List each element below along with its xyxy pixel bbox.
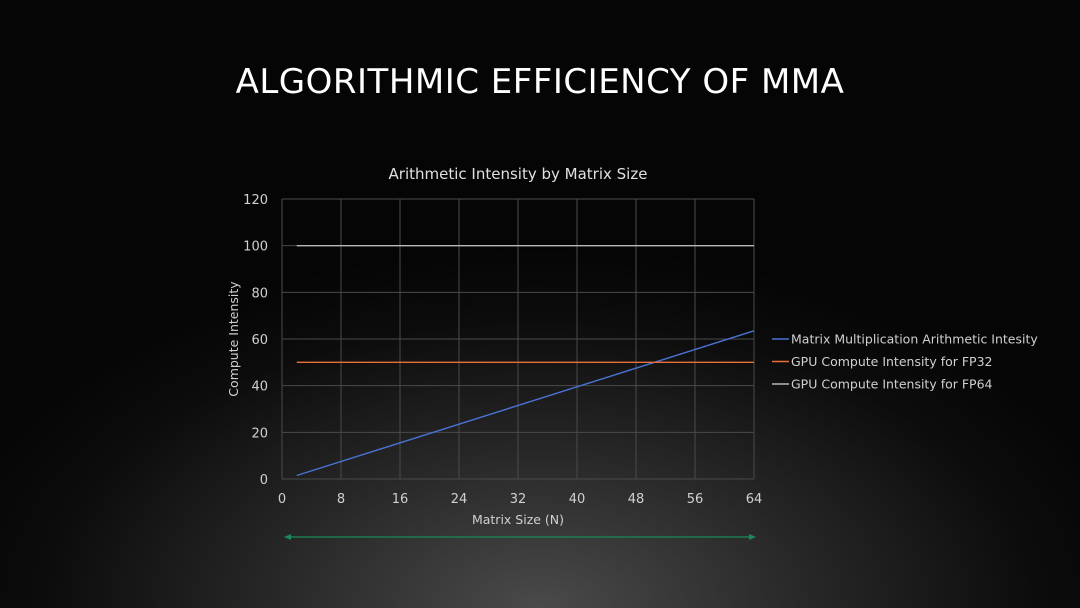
range-arrow <box>284 534 756 540</box>
x-tick-label: 64 <box>746 492 763 507</box>
legend-label: Matrix Multiplication Arithmetic Intesit… <box>791 332 1038 347</box>
series-lines <box>296 244 755 477</box>
y-tick-label: 80 <box>251 286 268 301</box>
y-axis-title: Compute Intensity <box>226 281 241 397</box>
arrow-right-icon <box>749 534 756 540</box>
grid-lines <box>281 198 755 480</box>
x-tick-label: 32 <box>510 492 527 507</box>
x-tick-labels: 0 8 16 24 32 40 48 56 64 <box>278 492 762 507</box>
arrow-left-icon <box>284 534 291 540</box>
legend: Matrix Multiplication Arithmetic Intesit… <box>772 332 1038 392</box>
y-tick-labels: 0 20 40 60 80 100 120 <box>243 193 268 488</box>
y-tick-label: 0 <box>260 473 268 488</box>
x-tick-label: 48 <box>628 492 645 507</box>
x-tick-label: 8 <box>337 492 345 507</box>
y-tick-label: 60 <box>251 333 268 348</box>
x-tick-label: 0 <box>278 492 286 507</box>
chart-title: Arithmetic Intensity by Matrix Size <box>389 165 648 183</box>
x-axis-title: Matrix Size (N) <box>472 512 564 527</box>
y-tick-label: 20 <box>251 426 268 441</box>
legend-label: GPU Compute Intensity for FP32 <box>791 354 993 369</box>
x-tick-label: 40 <box>569 492 586 507</box>
slide-title: ALGORITHMIC EFFICIENCY OF MMA <box>235 62 845 102</box>
y-tick-label: 100 <box>243 240 268 255</box>
series-line-1 <box>296 330 755 477</box>
x-tick-label: 56 <box>687 492 704 507</box>
y-tick-label: 120 <box>243 193 268 208</box>
x-tick-label: 24 <box>451 492 468 507</box>
y-tick-label: 40 <box>251 380 268 395</box>
legend-label: GPU Compute Intensity for FP64 <box>791 377 993 392</box>
x-tick-label: 16 <box>392 492 409 507</box>
